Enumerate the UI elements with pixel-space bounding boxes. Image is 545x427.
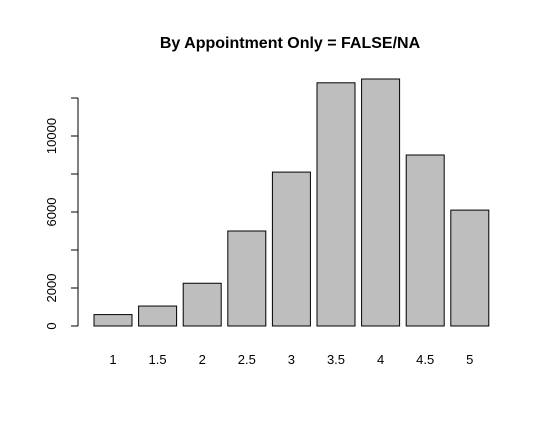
x-tick-label: 2 (199, 352, 206, 367)
bar-2 (182, 282, 222, 327)
bars-group (93, 78, 490, 327)
bar-3 (271, 171, 311, 327)
x-tick-label: 2.5 (238, 352, 256, 367)
x-tick-label: 1 (109, 352, 116, 367)
x-tick-label: 5 (466, 352, 473, 367)
y-tick-label: 0 (44, 322, 59, 329)
bar-1.5 (138, 305, 178, 327)
y-tick-label: 2000 (44, 274, 59, 303)
y-tick-label: 6000 (44, 198, 59, 227)
y-axis: 0 2000 6000 10000 (44, 97, 79, 330)
bar-4.5 (405, 154, 445, 327)
chart-title: By Appointment Only = FALSE/NA (160, 35, 421, 52)
bar-4 (361, 78, 401, 327)
x-tick-label: 4 (377, 352, 384, 367)
bar-3.5 (316, 82, 356, 327)
bar-5 (450, 209, 490, 327)
x-tick-labels: 1 1.5 2 2.5 3 3.5 4 4.5 5 (109, 352, 473, 367)
x-tick-label: 4.5 (416, 352, 434, 367)
x-tick-label: 3.5 (327, 352, 345, 367)
x-tick-label: 3 (288, 352, 295, 367)
bar-2.5 (227, 230, 267, 327)
bar-1 (93, 314, 133, 327)
x-tick-label: 1.5 (149, 352, 167, 367)
y-tick-label: 10000 (44, 118, 59, 154)
